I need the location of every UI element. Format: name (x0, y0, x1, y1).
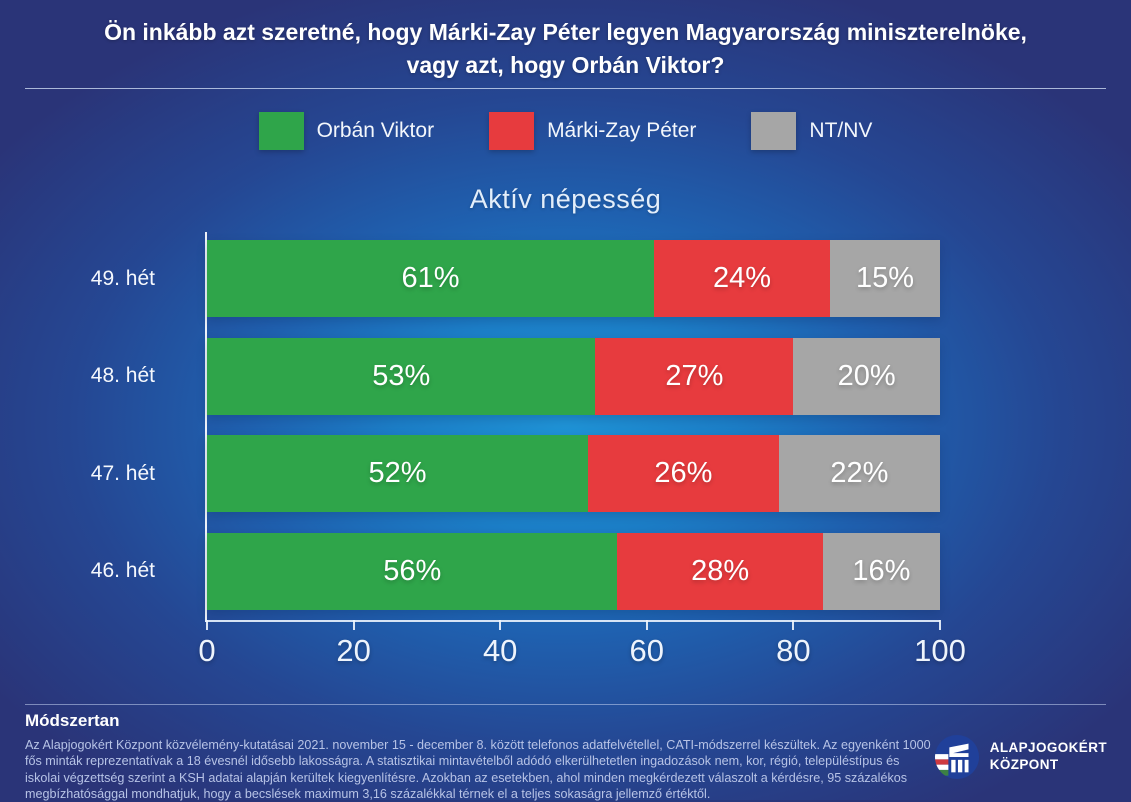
bar-value-label: 26% (654, 457, 713, 490)
page-title-line2: vagy azt, hogy Orbán Viktor? (406, 52, 725, 79)
bar-track: 52% 26% 22% (207, 435, 940, 513)
bar-segment: 26% (588, 435, 779, 513)
bar-row: 48. hét 53% 27% 20% (91, 337, 940, 415)
bar-segment: 28% (617, 532, 823, 610)
legend-label: Orbán Viktor (316, 119, 435, 142)
page-title: Ön inkább azt szeretné, hogy Márki-Zay P… (0, 16, 1131, 83)
x-axis-tick (645, 620, 648, 630)
bar-value-label: 15% (855, 262, 915, 294)
legend-swatch (258, 112, 304, 150)
x-axis-tick (939, 620, 941, 630)
bar-value-label: 22% (830, 457, 889, 490)
bar-value-label: 61% (401, 262, 460, 294)
bar-track: 56% 28% 16% (207, 532, 940, 610)
bar-segment: 15% (830, 240, 940, 317)
x-axis-tick-label: 100 (914, 633, 966, 668)
bar-row: 46. hét 56% 28% 16% (91, 532, 940, 610)
brand-logo-text: ALAPJOGOKÉRT KÖZPONT (990, 740, 1107, 774)
legend-swatch (751, 112, 797, 150)
legend-item: Márki-Zay Péter (489, 112, 696, 150)
x-axis-tick-label: 60 (629, 633, 665, 668)
bar-segment: 52% (207, 435, 589, 513)
bar-segment: 24% (654, 240, 831, 317)
x-axis-tick (352, 620, 355, 630)
bar-value-label: 24% (713, 262, 772, 294)
bar-value-label: 28% (691, 554, 750, 587)
alapjogokert-kozpont-logo-icon (934, 734, 979, 780)
legend-swatch (489, 112, 535, 150)
methodology-text: Az Alapjogokért Központ közvélemény-kuta… (25, 738, 931, 802)
bar-track: 53% 27% 20% (207, 337, 940, 415)
bar-segment: 22% (778, 435, 940, 513)
y-axis-line (205, 232, 207, 622)
bar-row: 49. hét 61% 24% 15% (91, 240, 940, 317)
bar-segment: 16% (822, 532, 940, 610)
brand-logo: ALAPJOGOKÉRT KÖZPONT (934, 734, 1107, 780)
bar-value-label: 52% (368, 457, 427, 490)
page-title-line1: Ön inkább azt szeretné, hogy Márki-Zay P… (104, 19, 1027, 45)
bar-row: 47. hét 52% 26% 22% (91, 435, 940, 513)
category-label: 49. hét (90, 266, 155, 290)
legend-item: NT/NV (751, 112, 872, 150)
bar-value-label: 20% (837, 359, 896, 392)
chart-title: Aktív népesség (469, 184, 662, 214)
bar-segment: 27% (595, 337, 794, 415)
plot-area: 49. hét 61% 24% 15% 48. hét 53% 27% 20% 47. hét 5… (91, 232, 966, 668)
x-axis-tick (499, 620, 502, 630)
brand-logo-line2: KÖZPONT (989, 757, 1059, 772)
x-axis-tick (792, 620, 795, 630)
legend-label: Márki-Zay Péter (547, 119, 697, 142)
footer-divider (25, 704, 1106, 705)
bar-segment: 56% (207, 532, 618, 610)
bar-value-label: 53% (372, 359, 431, 392)
bar-segment: 53% (207, 337, 596, 415)
bar-segment: 20% (793, 337, 940, 415)
x-axis-tick-label: 0 (198, 633, 216, 668)
x-axis-tick-label: 40 (482, 633, 518, 668)
bar-value-label: 16% (852, 554, 911, 587)
category-label: 46. hét (90, 559, 155, 583)
legend: Orbán Viktor Márki-Zay Péter NT/NV (0, 112, 1131, 150)
category-label: 48. hét (90, 364, 155, 388)
brand-logo-line1: ALAPJOGOKÉRT (989, 740, 1107, 756)
legend-label: NT/NV (809, 119, 873, 142)
category-label: 47. hét (90, 461, 155, 485)
bar-value-label: 56% (383, 554, 442, 587)
x-axis-tick-label: 80 (776, 633, 811, 668)
bar-value-label: 27% (665, 359, 724, 392)
bar-track: 61% 24% 15% (207, 240, 940, 317)
bar-rows: 49. hét 61% 24% 15% 48. hét 53% 27% 20% 47. hét 5… (91, 232, 940, 620)
x-axis-line (205, 620, 940, 622)
methodology-heading: Módszertan (25, 711, 120, 730)
x-axis-tick-label: 20 (336, 633, 371, 668)
title-divider (25, 88, 1106, 89)
bar-segment: 61% (207, 240, 655, 317)
x-axis-tick (206, 620, 208, 630)
legend-item: Orbán Viktor (258, 112, 435, 150)
